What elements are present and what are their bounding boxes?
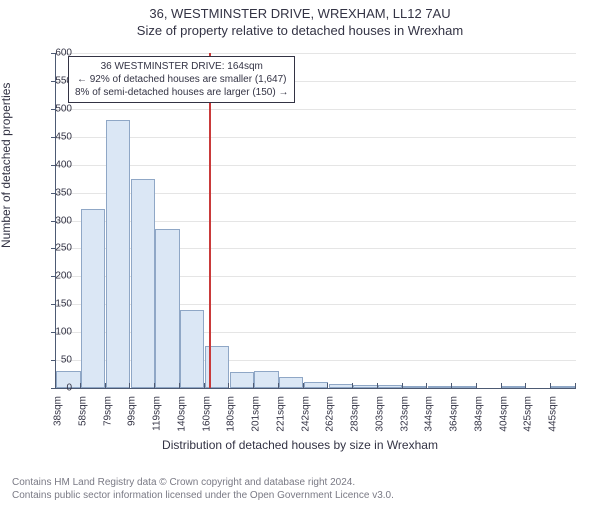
histogram-bar xyxy=(551,386,575,388)
histogram-bar xyxy=(279,377,303,388)
histogram-bar xyxy=(502,386,526,388)
x-tick-label: 283sqm xyxy=(350,396,361,432)
footer-attribution: Contains HM Land Registry data © Crown c… xyxy=(12,477,394,502)
histogram-bar xyxy=(180,310,204,388)
reference-line xyxy=(209,53,211,388)
x-tick xyxy=(105,383,106,388)
y-tick-label: 150 xyxy=(32,299,72,310)
x-tick xyxy=(154,383,155,388)
histogram-bar xyxy=(428,386,452,388)
histogram-bar xyxy=(329,384,353,388)
y-tick-label: 550 xyxy=(32,75,72,86)
gridline xyxy=(56,109,576,110)
x-tick-label: 99sqm xyxy=(127,396,138,426)
x-tick-label: 323sqm xyxy=(399,396,410,432)
x-axis-label: Distribution of detached houses by size … xyxy=(0,438,600,452)
x-tick xyxy=(55,383,56,388)
footer-line-2: Contains public sector information licen… xyxy=(12,490,394,503)
x-tick-label: 160sqm xyxy=(201,396,212,432)
x-tick xyxy=(501,383,502,388)
histogram-bar xyxy=(131,179,155,388)
x-tick xyxy=(377,383,378,388)
x-tick xyxy=(402,383,403,388)
x-tick xyxy=(303,383,304,388)
histogram-bar xyxy=(452,386,476,388)
y-tick-label: 300 xyxy=(32,215,72,226)
gridline xyxy=(56,53,576,54)
histogram-bar xyxy=(106,120,130,388)
y-tick-label: 50 xyxy=(32,355,72,366)
histogram-bar xyxy=(254,371,278,388)
page-title: 36, WESTMINSTER DRIVE, WREXHAM, LL12 7AU xyxy=(0,6,600,21)
annotation-line: ← 92% of detached houses are smaller (1,… xyxy=(75,73,288,86)
histogram-bar xyxy=(230,372,254,388)
x-tick xyxy=(525,383,526,388)
x-tick-label: 262sqm xyxy=(325,396,336,432)
x-tick-label: 180sqm xyxy=(226,396,237,432)
histogram-bar xyxy=(81,209,105,388)
y-tick-label: 450 xyxy=(32,131,72,142)
x-tick-label: 445sqm xyxy=(548,396,559,432)
x-tick-label: 140sqm xyxy=(176,396,187,432)
x-tick xyxy=(228,383,229,388)
y-tick-label: 500 xyxy=(32,103,72,114)
annotation-line: 8% of semi-detached houses are larger (1… xyxy=(75,86,288,99)
gridline xyxy=(56,137,576,138)
x-tick-label: 119sqm xyxy=(152,396,163,431)
annotation-box: 36 WESTMINSTER DRIVE: 164sqm← 92% of det… xyxy=(68,56,295,103)
histogram-bar xyxy=(403,386,427,388)
y-tick-label: 350 xyxy=(32,187,72,198)
x-tick-label: 344sqm xyxy=(424,396,435,432)
x-tick xyxy=(550,383,551,388)
y-tick-label: 100 xyxy=(32,327,72,338)
x-tick xyxy=(278,383,279,388)
page-subtitle: Size of property relative to detached ho… xyxy=(0,23,600,38)
gridline xyxy=(56,165,576,166)
x-tick xyxy=(129,383,130,388)
chart-container: Number of detached properties Distributi… xyxy=(0,48,600,458)
x-tick xyxy=(179,383,180,388)
x-tick-label: 364sqm xyxy=(449,396,460,432)
annotation-line: 36 WESTMINSTER DRIVE: 164sqm xyxy=(75,60,288,73)
histogram-bar xyxy=(155,229,179,388)
x-tick-label: 404sqm xyxy=(498,396,509,432)
histogram-bar xyxy=(378,385,402,388)
x-tick xyxy=(352,383,353,388)
x-tick-label: 58sqm xyxy=(77,396,88,426)
x-tick-label: 79sqm xyxy=(102,396,113,426)
y-tick-label: 400 xyxy=(32,159,72,170)
histogram-bar xyxy=(353,385,377,388)
y-tick-label: 250 xyxy=(32,243,72,254)
x-tick xyxy=(80,383,81,388)
y-tick-label: 0 xyxy=(32,383,72,394)
x-tick xyxy=(575,383,576,388)
y-tick-label: 600 xyxy=(32,48,72,59)
x-tick xyxy=(204,383,205,388)
y-tick-label: 200 xyxy=(32,271,72,282)
x-tick xyxy=(426,383,427,388)
x-tick-label: 38sqm xyxy=(53,396,64,426)
x-tick-label: 303sqm xyxy=(374,396,385,432)
x-tick xyxy=(476,383,477,388)
footer-line-1: Contains HM Land Registry data © Crown c… xyxy=(12,477,394,490)
x-tick xyxy=(451,383,452,388)
x-tick-label: 221sqm xyxy=(275,396,286,432)
y-axis-label: Number of detached properties xyxy=(0,83,13,248)
x-tick-label: 242sqm xyxy=(300,396,311,432)
plot-area xyxy=(55,53,576,389)
x-tick-label: 384sqm xyxy=(473,396,484,432)
histogram-bar xyxy=(304,382,328,388)
x-tick xyxy=(327,383,328,388)
x-tick-label: 425sqm xyxy=(523,396,534,432)
x-tick xyxy=(253,383,254,388)
x-tick-label: 201sqm xyxy=(251,396,262,432)
